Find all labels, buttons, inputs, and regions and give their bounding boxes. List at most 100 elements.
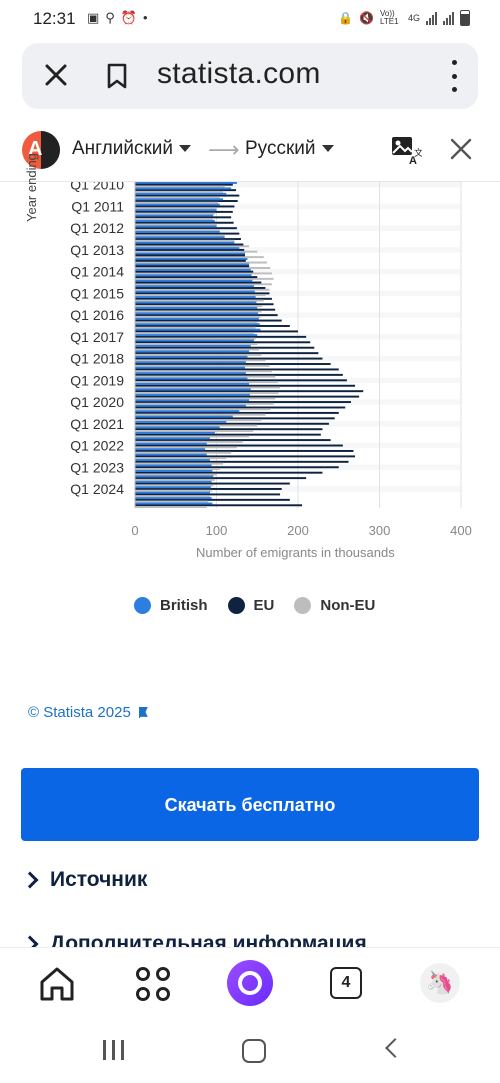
bar-noneu-q2-2019[interactable] (135, 386, 281, 389)
bar-british-q3-2019[interactable] (135, 388, 251, 391)
bar-noneu-q3-2016[interactable] (135, 326, 256, 329)
alice-assistant-icon[interactable] (227, 960, 273, 1006)
bar-british-q2-2021[interactable] (135, 426, 220, 429)
recent-apps-icon[interactable] (103, 1040, 124, 1060)
bar-british-q3-2011[interactable] (135, 214, 214, 217)
bar-eu-q3-2017[interactable] (135, 346, 315, 349)
bar-british-q4-2023[interactable] (135, 480, 212, 483)
bar-eu-q2-2021[interactable] (135, 428, 323, 431)
back-icon[interactable] (385, 1038, 405, 1058)
bar-british-q4-2021[interactable] (135, 437, 210, 440)
bar-noneu-q4-2013[interactable] (135, 266, 271, 269)
bar-noneu-q1-2017[interactable] (135, 337, 256, 340)
bar-eu-q1-2017[interactable] (135, 335, 307, 338)
bar-british-q2-2015[interactable] (135, 296, 256, 299)
bar-british-q3-2017[interactable] (135, 344, 251, 347)
bar-noneu-q1-2010[interactable] (135, 185, 225, 188)
bar-eu-q1-2021[interactable] (135, 422, 329, 425)
bar-noneu-q2-2013[interactable] (135, 256, 264, 259)
download-free-button[interactable]: Скачать бесплатно (21, 768, 479, 841)
bar-eu-q3-2019[interactable] (135, 390, 364, 393)
bar-eu-q1-2013[interactable] (135, 248, 245, 251)
bar-eu-q1-2018[interactable] (135, 357, 323, 360)
bar-eu-q4-2021[interactable] (135, 439, 331, 442)
bar-british-q1-2020[interactable] (135, 399, 250, 402)
bar-noneu-q3-2022[interactable] (135, 457, 227, 460)
bar-eu-q1-2011[interactable] (135, 205, 235, 208)
bar-eu-q3-2011[interactable] (135, 216, 232, 219)
bar-eu-q4-2023[interactable] (135, 482, 290, 485)
bar-british-q4-2010[interactable] (135, 198, 224, 201)
bar-noneu-q3-2012[interactable] (135, 239, 235, 242)
url-domain[interactable]: statista.com (157, 57, 321, 90)
bar-british-q4-2019[interactable] (135, 393, 250, 396)
bar-noneu-q1-2018[interactable] (135, 359, 266, 362)
bar-noneu-q1-2013[interactable] (135, 250, 258, 253)
bar-british-q3-2016[interactable] (135, 323, 260, 326)
bar-eu-q2-2020[interactable] (135, 406, 346, 409)
bar-noneu-q4-2012[interactable] (135, 245, 250, 248)
more-menu-icon[interactable] (450, 60, 458, 92)
bar-british-q4-2014[interactable] (135, 285, 254, 288)
home-icon[interactable] (38, 965, 76, 1003)
bar-eu-q1-2015[interactable] (135, 292, 270, 295)
bar-noneu-q4-2014[interactable] (135, 288, 270, 291)
close-translate-icon[interactable] (450, 138, 472, 160)
bar-british-q1-2017[interactable] (135, 334, 258, 337)
bar-noneu-q2-2020[interactable] (135, 408, 271, 411)
bar-british-q3-2022[interactable] (135, 453, 207, 456)
bar-british-q1-2010[interactable] (135, 182, 237, 184)
bar-noneu-q1-2021[interactable] (135, 424, 258, 427)
bar-noneu-q1-2016[interactable] (135, 315, 261, 318)
bar-british-q2-2012[interactable] (135, 230, 220, 233)
bar-noneu-q1-2024[interactable] (135, 489, 212, 492)
bar-british-q1-2014[interactable] (135, 268, 251, 271)
bar-noneu-q2-2018[interactable] (135, 364, 270, 367)
bar-noneu-q3-2019[interactable] (135, 391, 279, 394)
legend-item-eu[interactable]: EU (227, 597, 274, 614)
legend-item-british[interactable]: British (134, 597, 208, 614)
bar-eu-q3-2023[interactable] (135, 477, 307, 480)
bar-noneu-q4-2011[interactable] (135, 223, 217, 226)
bar-british-q4-2020[interactable] (135, 415, 233, 418)
bar-british-q1-2012[interactable] (135, 225, 217, 228)
bar-eu-q4-2024[interactable] (135, 504, 303, 507)
bar-eu-q4-2020[interactable] (135, 417, 335, 420)
bar-noneu-q1-2023[interactable] (135, 468, 220, 470)
bar-noneu-q3-2014[interactable] (135, 283, 272, 286)
bar-eu-q3-2024[interactable] (135, 498, 290, 501)
bar-british-q3-2012[interactable] (135, 236, 225, 239)
bar-british-q4-2015[interactable] (135, 306, 258, 309)
target-language-select[interactable]: Русский (245, 138, 334, 160)
bar-british-q2-2019[interactable] (135, 383, 250, 385)
bar-british-q2-2011[interactable] (135, 209, 217, 212)
bar-eu-q1-2014[interactable] (135, 270, 254, 273)
bar-noneu-q4-2021[interactable] (135, 440, 243, 443)
bar-noneu-q2-2010[interactable] (135, 190, 224, 193)
bar-eu-q3-2010[interactable] (135, 194, 240, 197)
bar-british-q1-2021[interactable] (135, 421, 227, 424)
bar-eu-q1-2022[interactable] (135, 444, 343, 447)
bar-noneu-q2-2012[interactable] (135, 234, 225, 237)
bar-noneu-q4-2018[interactable] (135, 375, 276, 378)
bar-noneu-q2-2023[interactable] (135, 473, 217, 476)
bar-eu-q1-2023[interactable] (135, 466, 339, 469)
bar-eu-q3-2020[interactable] (135, 411, 339, 414)
bar-eu-q2-2011[interactable] (135, 210, 233, 213)
bar-noneu-q2-2024[interactable] (135, 495, 210, 498)
bar-noneu-q4-2017[interactable] (135, 353, 262, 356)
bar-eu-q2-2014[interactable] (135, 276, 258, 279)
bar-noneu-q1-2015[interactable] (135, 294, 266, 297)
bar-eu-q3-2018[interactable] (135, 368, 339, 371)
url-bar[interactable]: statista.com (22, 43, 478, 109)
bar-british-q4-2022[interactable] (135, 459, 210, 462)
bar-british-q4-2018[interactable] (135, 372, 246, 375)
bar-noneu-q3-2024[interactable] (135, 500, 209, 503)
bar-noneu-q4-2019[interactable] (135, 397, 276, 400)
bar-noneu-q3-2017[interactable] (135, 348, 259, 351)
bar-british-q2-2013[interactable] (135, 252, 246, 255)
bar-eu-q4-2012[interactable] (135, 243, 244, 246)
bar-noneu-q3-2023[interactable] (135, 478, 215, 481)
bar-british-q3-2015[interactable] (135, 301, 257, 304)
bar-noneu-q1-2011[interactable] (135, 207, 217, 210)
